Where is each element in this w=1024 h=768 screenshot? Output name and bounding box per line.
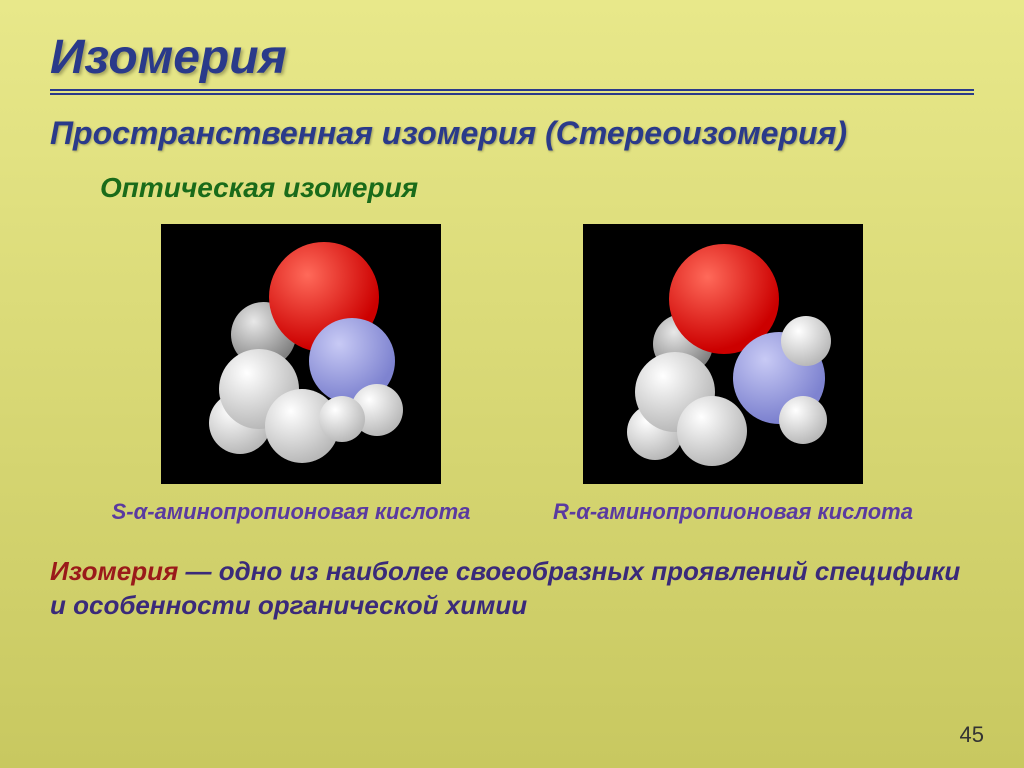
section-label: Оптическая изомерия xyxy=(100,172,974,204)
slide-title: Изомерия xyxy=(50,30,974,85)
caption-left-tail: -аминопропионовая кислота xyxy=(147,499,470,524)
molecule-right xyxy=(583,224,863,484)
caption-right: R-α-аминопропионовая кислота xyxy=(539,499,928,525)
captions-row: S-α-аминопропионовая кислота R-α-аминопр… xyxy=(70,499,954,525)
molecules-row xyxy=(90,224,934,484)
alpha-symbol: α xyxy=(134,499,148,524)
atom-white xyxy=(779,396,827,444)
alpha-symbol: α xyxy=(576,499,590,524)
caption-left: S-α-аминопропионовая кислота xyxy=(97,499,486,525)
page-number: 45 xyxy=(960,722,984,748)
slide-subtitle: Пространственная изомерия (Стереоизомери… xyxy=(50,115,974,152)
caption-right-prefix: R- xyxy=(553,499,576,524)
title-underline xyxy=(50,89,974,95)
atom-white xyxy=(781,316,831,366)
footer-text: Изомерия — одно из наиболее своеобразных… xyxy=(50,555,974,623)
slide: Изомерия Пространственная изомерия (Стер… xyxy=(0,0,1024,768)
atom-white xyxy=(677,396,747,466)
molecule-left xyxy=(161,224,441,484)
caption-left-prefix: S- xyxy=(112,499,134,524)
caption-right-tail: -аминопропионовая кислота xyxy=(590,499,913,524)
footer-dash: — xyxy=(178,556,218,586)
atom-white xyxy=(319,396,365,442)
footer-lead: Изомерия xyxy=(50,556,178,586)
